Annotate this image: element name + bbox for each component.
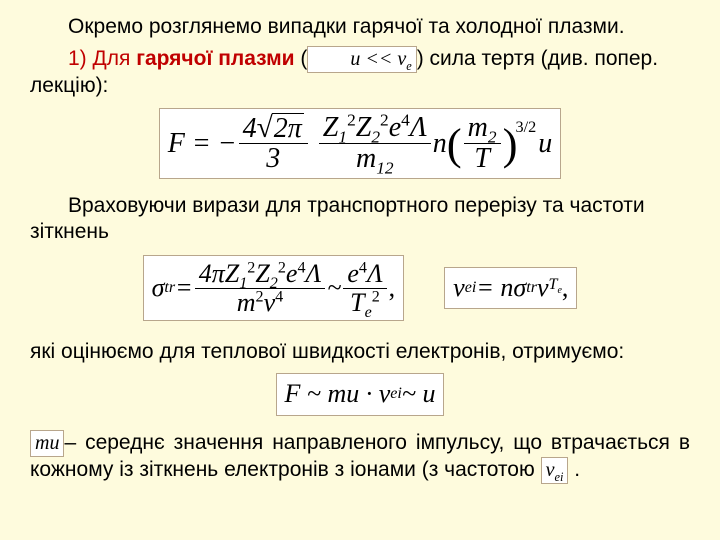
inline-nu-ei: νei — [541, 457, 569, 484]
exp: 3/2 — [516, 117, 537, 137]
slide-page: Окремо розглянемо випадки гарячої та хол… — [0, 0, 720, 500]
txt: . — [568, 458, 580, 481]
math-nu: νei = nσtrvTe , — [444, 267, 577, 310]
inline-condition: u << ve — [307, 46, 416, 73]
lhs: F = − — [168, 126, 237, 161]
formula-F-approx: F ~ mu · νei ~ u — [30, 373, 690, 416]
formula-friction-force: F = − 42π 3 Z12Z22e4Λ m12 n ( m2 T )3/2 … — [30, 108, 690, 179]
case-number: 1) Для — [68, 47, 136, 70]
txt: – середнє значення направленого імпульсу… — [30, 431, 690, 481]
lparen: ( — [447, 117, 462, 173]
paragraph-mu: mu– середнє значення направленого імпуль… — [30, 430, 690, 484]
paragraph-case1: 1) Для гарячої плазми (u << ve) сила тер… — [30, 46, 690, 99]
frac-zze: Z12Z22e4Λ m12 — [319, 113, 431, 173]
n: n — [433, 126, 447, 161]
case-name: гарячої плазми — [136, 47, 294, 70]
frac-mT: m2 T — [464, 113, 501, 173]
paragraph-transport: Враховуючи вирази для транспортного пере… — [30, 193, 690, 246]
paragraph-intro: Окремо розглянемо випадки гарячої та хол… — [30, 14, 690, 40]
math-F: F = − 42π 3 Z12Z22e4Λ m12 n ( m2 T )3/2 … — [159, 108, 562, 179]
paragraph-thermal: які оцінюємо для теплової швидкості елек… — [30, 339, 690, 365]
formula-sigma-nu: σtr = 4πZ12Z22e4Λ m2v4 ~ e4Λ Te2 , νei =… — [30, 255, 690, 321]
math-sigma: σtr = 4πZ12Z22e4Λ m2v4 ~ e4Λ Te2 , — [143, 255, 405, 321]
math-F-approx: F ~ mu · νei ~ u — [276, 373, 445, 416]
inline-mu: mu — [30, 430, 64, 457]
tail-u: u — [538, 126, 552, 161]
frac-const: 42π 3 — [239, 113, 308, 174]
txt: ( — [295, 47, 308, 70]
